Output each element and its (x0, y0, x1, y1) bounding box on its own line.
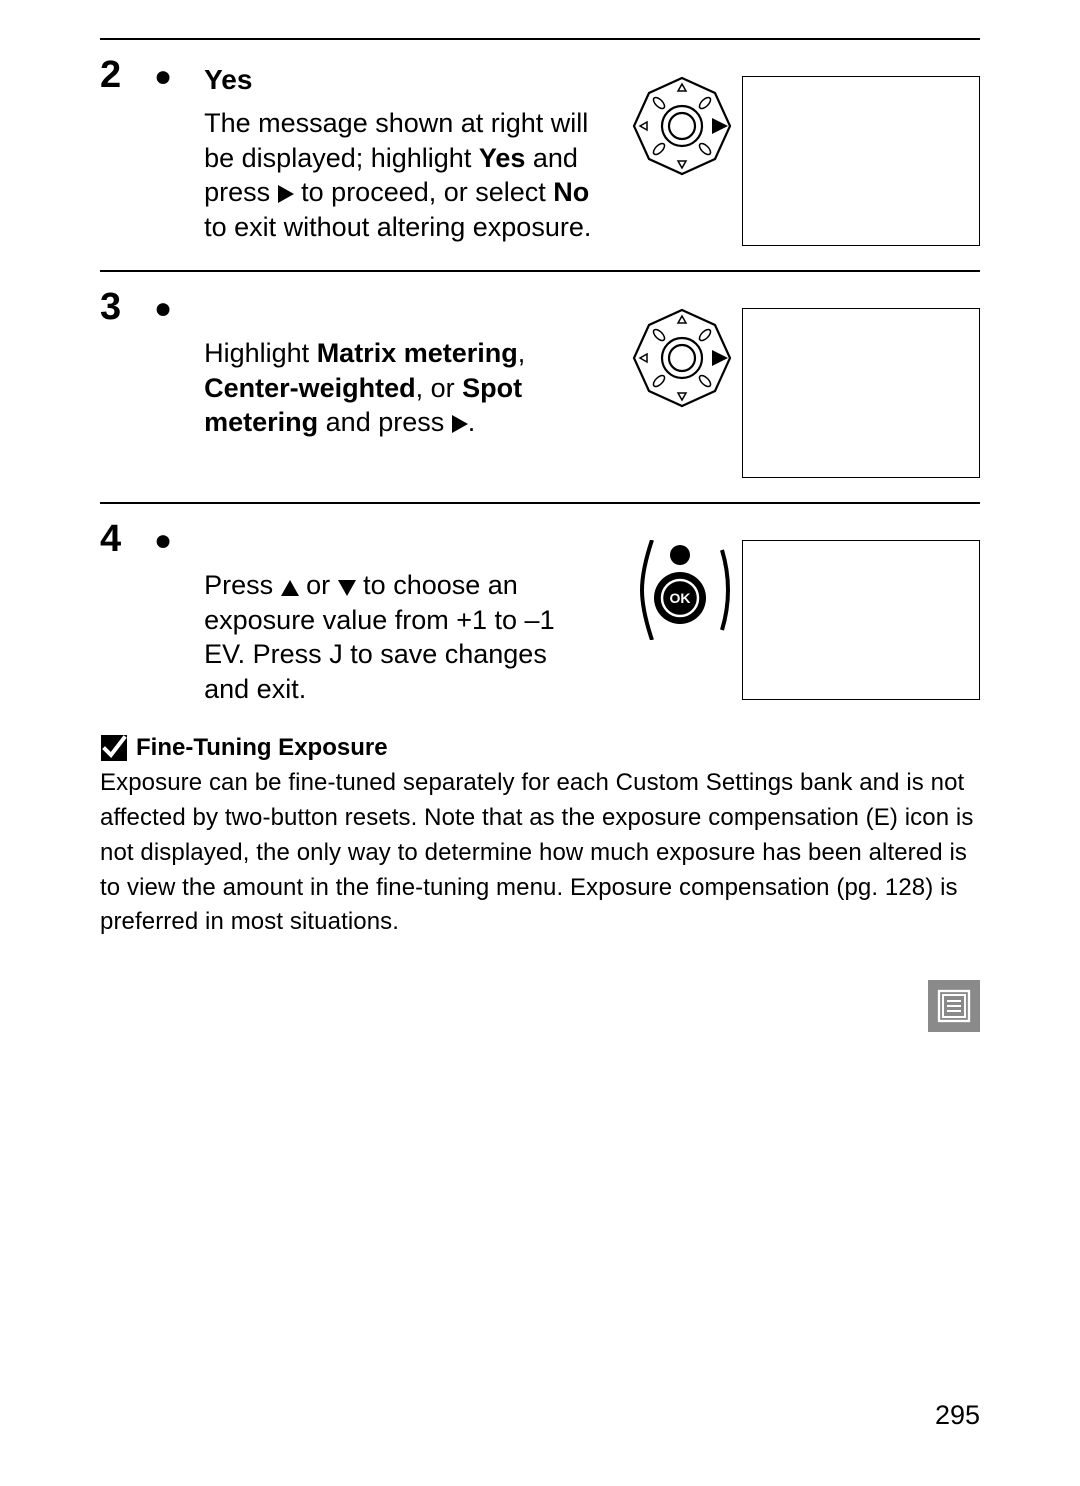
body-text: Press (204, 570, 281, 600)
bold-text: No (553, 177, 589, 207)
bullet-icon: ● (150, 288, 182, 478)
body-text: , (518, 338, 526, 368)
bold-text: Center-weighted (204, 373, 416, 403)
exposure-comp-icon-label: E (874, 804, 890, 831)
lcd-placeholder (742, 540, 980, 700)
step-number: 2 (100, 56, 128, 246)
body-text: . (468, 407, 476, 437)
step-figures (632, 288, 980, 478)
body-text: , or (416, 373, 463, 403)
step-text: Press or to choose an exposure value fro… (204, 520, 610, 706)
down-arrow-icon (338, 580, 356, 596)
step-figures (632, 56, 980, 246)
menu-tab-icon (928, 980, 980, 1032)
step-title: Yes (204, 64, 598, 96)
body-text: or (299, 570, 338, 600)
step-body: Highlight Matrix metering, Center-weight… (204, 336, 598, 440)
step-body: The message shown at right will be displ… (204, 106, 598, 244)
step: 4 ● Press or to choose an exposure value… (100, 502, 980, 730)
note-heading-text: Fine-Tuning Exposure (136, 734, 388, 762)
right-arrow-icon (278, 185, 294, 203)
step-number: 3 (100, 288, 128, 478)
body-text: and press (318, 407, 452, 437)
lcd-placeholder (742, 308, 980, 478)
bold-text: Matrix metering (317, 338, 518, 368)
steps: 2 ● Yes The message shown at right will … (100, 38, 980, 730)
bullet-icon: ● (150, 56, 182, 246)
step-figures: OK (632, 520, 980, 706)
body-text: to proceed, or select (294, 177, 554, 207)
step: 3 ● Highlight Matrix metering, Center-we… (100, 270, 980, 502)
note-box: Fine-Tuning Exposure Exposure can be fin… (100, 734, 980, 940)
page-number: 295 (935, 1400, 980, 1431)
note-body-pre: Exposure can be fine-tuned separately fo… (100, 769, 964, 831)
step-body: Press or to choose an exposure value fro… (204, 568, 598, 706)
note-body: Exposure can be fine-tuned separately fo… (100, 766, 980, 940)
ok-button-icon: OK (632, 540, 732, 640)
step: 2 ● Yes The message shown at right will … (100, 38, 980, 270)
multi-selector-icon (632, 76, 732, 176)
svg-text:OK: OK (670, 590, 691, 606)
check-box-icon (100, 734, 128, 762)
multi-selector-icon (632, 308, 732, 408)
bold-text: Yes (479, 143, 526, 173)
lcd-placeholder (742, 76, 980, 246)
body-text: Highlight (204, 338, 317, 368)
step-text: Highlight Matrix metering, Center-weight… (204, 288, 610, 478)
page: 2 ● Yes The message shown at right will … (0, 0, 1080, 1486)
up-arrow-icon (281, 580, 299, 596)
right-arrow-icon (452, 415, 468, 433)
bullet-icon: ● (150, 520, 182, 706)
list-icon (937, 989, 971, 1023)
note-heading: Fine-Tuning Exposure (100, 734, 980, 762)
ok-button-label: J (329, 639, 343, 669)
body-text: to exit without altering exposure. (204, 212, 591, 242)
step-number: 4 (100, 520, 128, 706)
step-text: Yes The message shown at right will be d… (204, 56, 610, 246)
